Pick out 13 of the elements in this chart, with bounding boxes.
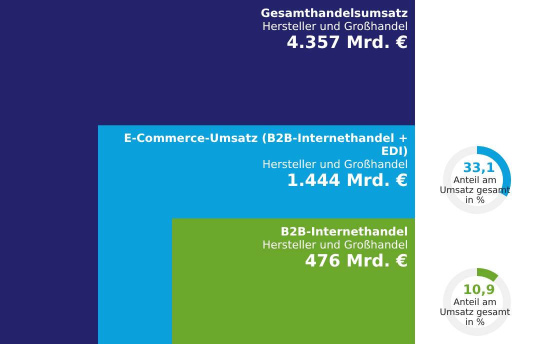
text: Hersteller und Großhandel bbox=[262, 238, 408, 252]
text: Hersteller und Großhandel bbox=[262, 158, 408, 172]
text: Anteil am Umsatz gesamt in % bbox=[440, 298, 511, 328]
data-label: 1.444 Mrd. € bbox=[286, 171, 408, 192]
category-label: E-Commerce-Umsatz (B2B-Internethandel + EDI) bbox=[124, 131, 408, 158]
donut-slice bbox=[477, 268, 499, 282]
category-label: B2B-Internethandel bbox=[280, 224, 408, 238]
data-label: 33,1 bbox=[462, 161, 496, 176]
data-label: 10,9 bbox=[462, 283, 496, 298]
category-label: Gesamthandelsumsatz bbox=[260, 6, 408, 20]
data-label: 476 Mrd. € bbox=[304, 251, 408, 272]
data-label: 4.357 Mrd. € bbox=[286, 33, 408, 53]
text: Hersteller und Großhandel bbox=[262, 20, 408, 33]
